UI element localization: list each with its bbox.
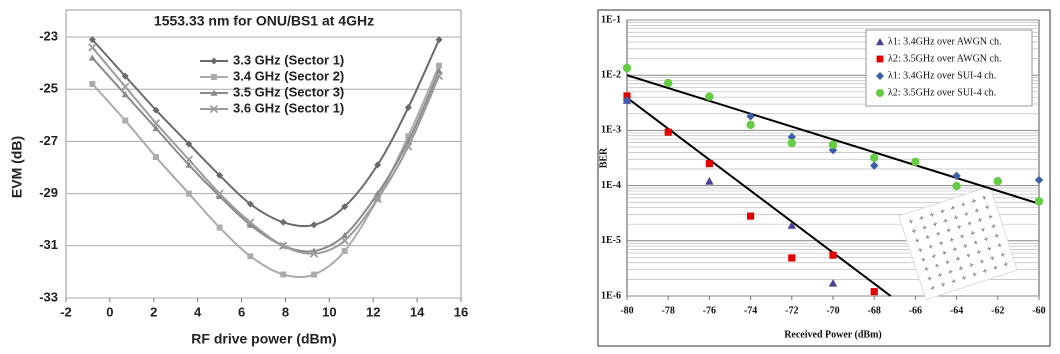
- x-tick-label: -70: [826, 305, 839, 316]
- x-tick-label: -78: [662, 305, 675, 316]
- chart-ber: Received Power (dBm) BER 1E-6 1E-5 1E-4 1E-…: [598, 10, 1050, 346]
- y-axis-label: EVM (dB): [9, 136, 25, 198]
- marker: [706, 160, 713, 167]
- legend-label: 3.3 GHz (Sector 1): [233, 52, 344, 67]
- x-tick-label: -74: [744, 305, 757, 316]
- marker: [876, 89, 884, 97]
- marker: [788, 254, 795, 261]
- marker: [623, 64, 631, 72]
- y-tick-label: -27: [39, 133, 58, 148]
- x-tick-label: -80: [620, 305, 633, 316]
- x-tick-label: 16: [454, 304, 468, 319]
- marker: [788, 139, 796, 147]
- y-tick-label: 1E-4: [601, 180, 621, 191]
- marker: [746, 121, 754, 129]
- legend-label: 3.4 GHz (Sector 2): [233, 68, 344, 83]
- chart-title: 1553.33 nm for ONU/BS1 at 4GHz: [154, 13, 374, 29]
- y-tick-label: -23: [39, 28, 58, 43]
- legend-label: λ2: 3.5GHz over SUI-4 ch.: [888, 87, 996, 98]
- x-tick-label: 2: [150, 304, 157, 319]
- marker: [89, 81, 95, 87]
- marker: [664, 79, 672, 87]
- legend: λ1: 3.4GHz over AWGN ch. λ2: 3.5GHz over …: [866, 30, 1032, 106]
- marker: [870, 154, 878, 162]
- marker: [1035, 197, 1043, 205]
- y-tick-label: 1E-3: [601, 125, 621, 136]
- marker: [122, 118, 128, 124]
- legend-label: 3.6 GHz (Sector 1): [233, 100, 344, 115]
- marker: [911, 158, 919, 166]
- y-tick-label: -29: [39, 185, 58, 200]
- marker: [952, 182, 960, 190]
- marker: [247, 253, 253, 259]
- x-tick-label: -62: [991, 305, 1004, 316]
- x-axis-label: RF drive power (dBm): [191, 331, 336, 347]
- marker: [311, 272, 317, 278]
- x-tick-label: 10: [322, 304, 336, 319]
- marker: [877, 56, 884, 63]
- y-tick-label: 1E-5: [601, 235, 621, 246]
- x-tick-label: -2: [60, 304, 72, 319]
- marker: [665, 129, 672, 136]
- marker: [342, 248, 348, 254]
- x-tick-label: 12: [366, 304, 380, 319]
- y-tick-label: 1E-6: [601, 290, 621, 301]
- x-tick-label: 8: [282, 304, 289, 319]
- marker: [280, 272, 286, 278]
- x-tick-label: -64: [950, 305, 963, 316]
- marker: [211, 74, 217, 80]
- x-tick-label: -72: [785, 305, 798, 316]
- x-tick-label: 4: [194, 304, 202, 319]
- marker: [829, 252, 836, 259]
- y-axis-label: BER: [598, 147, 609, 168]
- x-tick-label: 0: [106, 304, 113, 319]
- y-tick-label: -33: [39, 289, 58, 304]
- marker: [153, 154, 159, 160]
- legend-label: λ1: 3.4GHz over AWGN ch.: [888, 36, 1001, 47]
- marker: [994, 177, 1002, 185]
- page: 1553.33 nm for ONU/BS1 at 4GHz RF drive …: [0, 0, 1060, 354]
- x-tick-label: 6: [238, 304, 245, 319]
- x-tick-label: 14: [410, 304, 425, 319]
- marker: [217, 225, 223, 231]
- y-tick-label: 1E-1: [601, 14, 621, 25]
- x-tick-label: -66: [909, 305, 922, 316]
- x-axis-label: Received Power (dBm): [784, 329, 882, 340]
- chart-evm: 1553.33 nm for ONU/BS1 at 4GHz RF drive …: [9, 10, 469, 347]
- legend-label: λ1: 3.4GHz over SUI-4 ch.: [888, 70, 996, 81]
- marker: [871, 288, 878, 295]
- y-tick-label: -25: [39, 81, 58, 96]
- x-tick-label: -60: [1032, 305, 1045, 316]
- legend-label: λ2: 3.5GHz over AWGN ch.: [888, 53, 1001, 64]
- legend-label: 3.5 GHz (Sector 3): [233, 84, 344, 99]
- marker: [705, 92, 713, 100]
- marker: [747, 213, 754, 220]
- x-tick-label: -68: [868, 305, 881, 316]
- marker: [186, 191, 192, 197]
- marker: [829, 141, 837, 149]
- y-tick-label: 1E-2: [601, 69, 621, 80]
- x-tick-label: -76: [703, 305, 716, 316]
- y-tick-label: -31: [39, 237, 58, 252]
